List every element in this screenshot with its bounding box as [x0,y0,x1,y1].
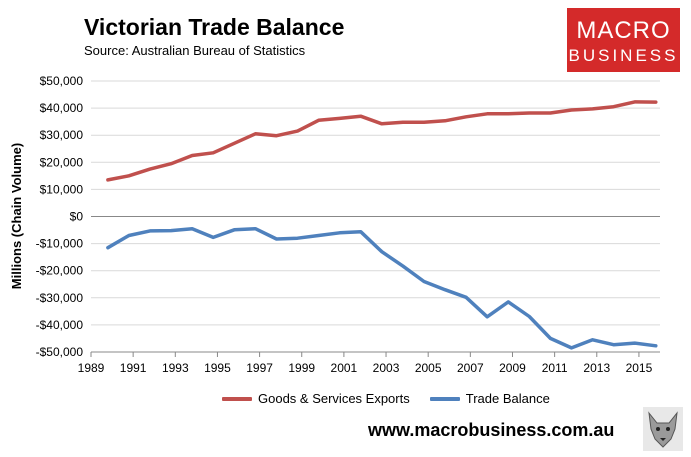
y-tick-label: $50,000 [40,74,84,88]
x-tick-label: 2015 [626,361,653,375]
x-tick-label: 2009 [499,361,526,375]
y-tick-label: -$30,000 [36,291,84,305]
series-line-trade-balance [106,226,658,350]
chart-source: Source: Australian Bureau of Statistics [84,43,306,58]
x-tick-label: 1993 [162,361,189,375]
legend-label-trade-balance: Trade Balance [465,391,550,406]
y-tick-label: $0 [70,210,84,224]
legend-item-exports: Goods & Services Exports [222,391,410,406]
line-chart: $50,000 $40,000 $30,000 $20,000 $10,000 $0 -$1… [9,74,660,375]
chart-title: Victorian Trade Balance [84,14,345,40]
x-tick-label: 1997 [246,361,273,375]
y-tick-label: -$10,000 [36,237,84,251]
series-line-exports [106,100,658,182]
y-tick-label: $10,000 [40,182,84,196]
y-tick-label: -$40,000 [36,318,84,332]
wolf-icon [643,407,683,451]
y-axis-label: Millions (Chain Volume) [9,143,24,289]
x-tick-label: 2011 [542,361,568,375]
macrobusiness-logo[interactable]: MACRO BUSINESS [567,8,680,72]
x-tick-label: 2007 [457,361,484,375]
y-tick-label: $20,000 [40,155,84,169]
chart-legend: Goods & Services Exports Trade Balance [222,391,570,406]
x-tick-label: 2005 [415,361,442,375]
x-tick-label: 2003 [373,361,400,375]
logo-line-1: MACRO [576,17,671,44]
legend-item-trade-balance: Trade Balance [429,391,550,406]
x-tick-label: 1999 [288,361,315,375]
logo-line-2: BUSINESS [568,46,679,65]
legend-label-exports: Goods & Services Exports [258,391,410,406]
website-link[interactable]: www.macrobusiness.com.au [368,420,615,440]
x-tick-label: 2013 [583,361,610,375]
x-tick-label: 1995 [204,361,231,375]
x-tick-label: 2001 [331,361,358,375]
x-tick-label: 1989 [78,361,105,375]
legend-swatch-exports [222,396,252,401]
y-tick-label: $30,000 [40,128,84,142]
y-tick-label: -$20,000 [36,264,84,278]
legend-swatch-trade-balance [429,396,460,401]
y-tick-label: -$50,000 [36,345,84,359]
axes: $50,000 $40,000 $30,000 $20,000 $10,000 $0 -$1… [36,74,660,375]
series-lines [106,100,658,350]
y-tick-label: $40,000 [40,101,84,115]
x-tick-label: 1991 [120,361,147,375]
